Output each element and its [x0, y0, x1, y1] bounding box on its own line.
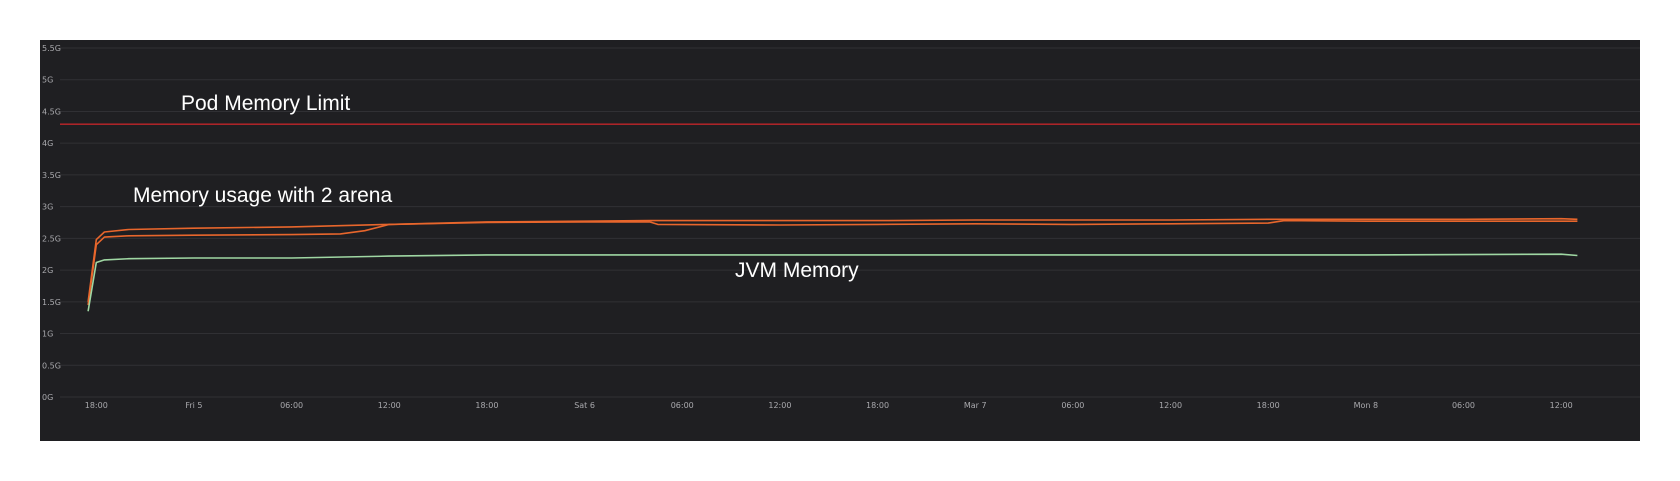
x-tick-label: 12:00 [1159, 401, 1182, 410]
x-tick-label: 18:00 [866, 401, 889, 410]
x-tick-label: Sat 6 [574, 401, 595, 410]
annotation-memory-usage: Memory usage with 2 arena [133, 184, 392, 207]
annotation-pod-memory-limit: Pod Memory Limit [181, 92, 350, 115]
series-line-1 [87, 217, 1578, 302]
y-tick-label: 5.5G [42, 44, 61, 53]
y-tick-label: 2G [42, 266, 53, 275]
chart-panel: 0G 0.5G 1G 1.5G 2G 2.5G 3G 3.5G 4G 4.5G 5G 5.5G 18:0… [40, 40, 1640, 441]
x-tick-label: 06:00 [1061, 401, 1084, 410]
x-tick-label: 06:00 [1452, 401, 1475, 410]
x-tick-label: Fri 5 [185, 401, 202, 410]
y-tick-label: 1.5G [42, 298, 61, 307]
y-tick-label: 1G [42, 330, 53, 339]
y-tick-label: 0G [42, 393, 53, 402]
memory-chart: 0G 0.5G 1G 1.5G 2G 2.5G 3G 3.5G 4G 4.5G 5G 5.5G 18:0… [42, 44, 1640, 410]
x-tick-label: 06:00 [280, 401, 303, 410]
series-line-3 [87, 253, 1578, 312]
x-tick-label: 18:00 [475, 401, 498, 410]
x-tick-label: Mon 8 [1354, 401, 1379, 410]
x-tick-label: 12:00 [378, 401, 401, 410]
x-tick-label: Mar 7 [964, 401, 987, 410]
x-tick-label: 12:00 [1550, 401, 1573, 410]
y-tick-label: 5G [42, 76, 53, 85]
x-tick-label: 18:00 [1257, 401, 1280, 410]
y-tick-label: 0.5G [42, 361, 61, 370]
y-tick-label: 2.5G [42, 234, 61, 243]
x-tick-label: 18:00 [85, 401, 108, 410]
series-line-2 [87, 219, 1578, 306]
y-tick-label: 4G [42, 139, 53, 148]
y-tick-label: 3G [42, 203, 53, 212]
y-tick-label: 3.5G [42, 171, 61, 180]
annotation-jvm-memory: JVM Memory [735, 259, 859, 282]
x-tick-label: 06:00 [671, 401, 694, 410]
y-tick-label: 4.5G [42, 107, 61, 116]
x-tick-label: 12:00 [768, 401, 791, 410]
